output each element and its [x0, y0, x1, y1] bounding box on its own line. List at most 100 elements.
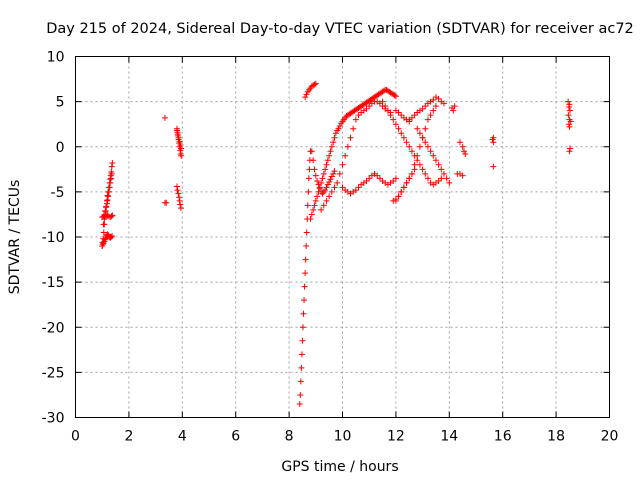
data-point	[310, 157, 317, 164]
data-point	[392, 93, 399, 100]
data-point	[446, 179, 453, 186]
data-point	[328, 143, 335, 150]
data-point	[419, 105, 426, 112]
data-point	[390, 116, 397, 123]
data-point	[311, 166, 318, 173]
data-point	[323, 161, 330, 168]
data-point	[316, 184, 323, 191]
data-point	[306, 166, 313, 173]
data-point	[324, 157, 331, 164]
data-point	[352, 187, 359, 194]
data-point	[320, 202, 327, 209]
data-point	[435, 178, 442, 185]
data-point	[178, 152, 185, 159]
data-point	[395, 125, 402, 132]
data-point	[299, 337, 306, 344]
data-point	[382, 103, 389, 110]
data-point	[100, 213, 107, 220]
data-point	[379, 98, 386, 105]
data-point	[296, 400, 303, 407]
data-point	[320, 170, 327, 177]
data-point	[102, 207, 109, 214]
x-tick-label: 10	[334, 429, 352, 445]
data-point	[363, 178, 370, 185]
data-point	[303, 243, 310, 250]
data-point	[177, 201, 184, 208]
data-point	[350, 125, 357, 132]
data-point	[438, 175, 445, 182]
data-point	[109, 159, 116, 166]
data-point	[355, 112, 362, 119]
data-point	[462, 150, 469, 157]
y-tick-label: -25	[42, 365, 65, 381]
data-point	[312, 80, 319, 87]
data-point	[108, 163, 115, 170]
data-point	[395, 109, 402, 116]
data-point	[422, 103, 429, 110]
plot-frame	[75, 56, 610, 418]
data-point	[430, 152, 437, 159]
data-point	[326, 178, 333, 185]
data-point	[430, 96, 437, 103]
data-point	[408, 114, 415, 121]
data-point	[314, 193, 321, 200]
data-point	[387, 112, 394, 119]
data-point	[334, 179, 341, 186]
data-point	[432, 157, 439, 164]
data-point	[565, 104, 572, 111]
data-point	[311, 202, 318, 209]
y-tick-label: -30	[42, 411, 65, 427]
data-point	[398, 130, 405, 137]
data-point	[311, 81, 318, 88]
data-point	[424, 143, 431, 150]
data-point	[302, 94, 309, 101]
data-point	[108, 234, 115, 240]
data-point	[299, 324, 306, 331]
data-point	[323, 184, 330, 191]
data-point	[352, 116, 359, 123]
data-point	[430, 107, 437, 114]
data-point	[566, 123, 573, 130]
data-point	[308, 148, 315, 155]
data-point	[105, 188, 112, 195]
data-point	[106, 184, 113, 191]
data-point	[308, 211, 315, 218]
data-point	[565, 112, 572, 119]
data-point	[416, 130, 423, 137]
y-tick-label: -10	[42, 230, 65, 246]
y-tick-label: -15	[42, 275, 65, 291]
data-point	[304, 202, 311, 209]
data-point	[450, 107, 457, 114]
data-point	[305, 175, 312, 182]
data-point	[322, 166, 329, 173]
data-point	[384, 107, 391, 114]
data-point	[438, 166, 445, 173]
y-tick-label: -5	[51, 185, 65, 201]
data-points	[99, 80, 574, 407]
data-point	[176, 194, 183, 201]
data-point	[175, 190, 182, 197]
data-point	[109, 212, 116, 219]
data-point	[400, 184, 407, 191]
data-point	[403, 179, 410, 186]
data-point	[175, 134, 182, 141]
data-point	[490, 139, 497, 146]
x-axis-label: GPS time / hours	[281, 459, 398, 475]
data-point	[173, 127, 180, 134]
data-point	[297, 378, 304, 385]
data-point	[440, 100, 447, 107]
data-point	[319, 175, 326, 182]
data-point	[174, 131, 181, 138]
data-point	[108, 170, 115, 177]
data-point	[103, 204, 110, 211]
data-point	[566, 101, 573, 108]
data-point	[302, 256, 309, 263]
data-point	[427, 148, 434, 155]
data-point	[177, 141, 184, 148]
data-point	[398, 188, 405, 195]
data-point	[318, 206, 325, 213]
data-point	[391, 92, 398, 99]
data-point	[440, 170, 447, 177]
data-point	[566, 148, 573, 155]
